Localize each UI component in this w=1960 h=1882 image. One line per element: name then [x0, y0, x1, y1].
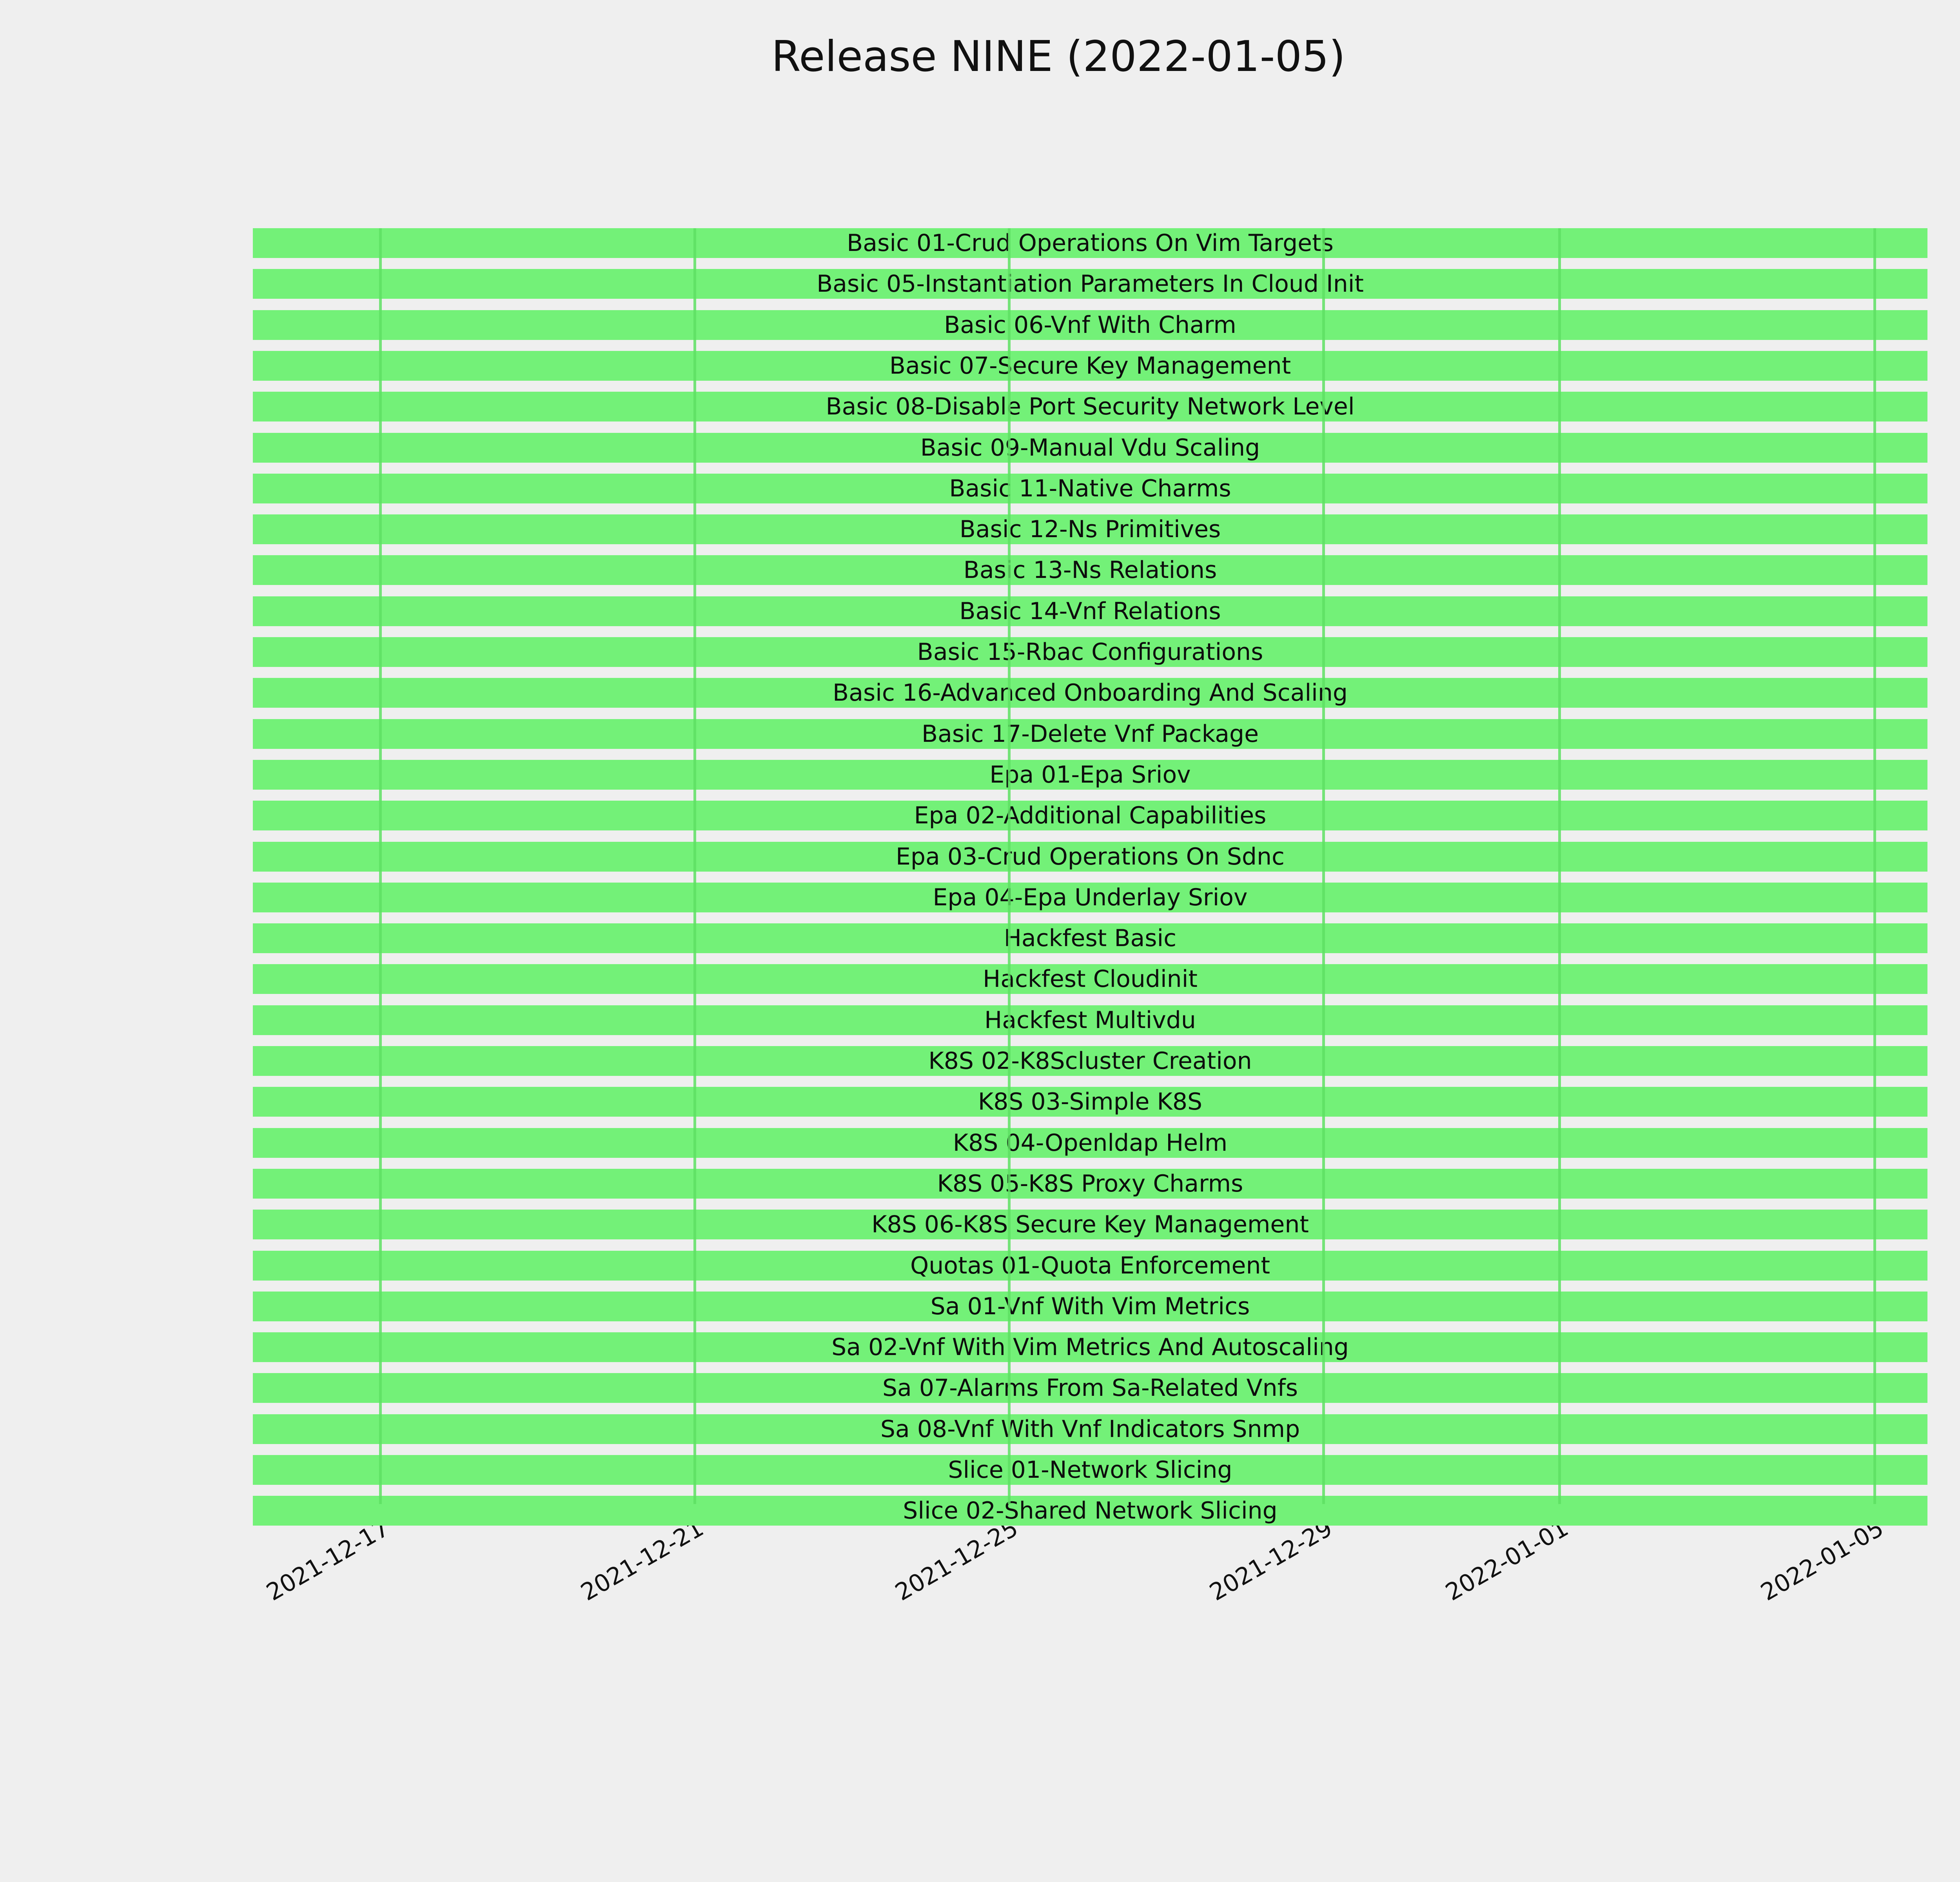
gantt-bar-row[interactable]: Sa 01-Vnf With Vim Metrics [253, 1291, 1927, 1321]
gantt-bar-row[interactable]: Slice 02-Shared Network Slicing [253, 1496, 1927, 1526]
gantt-bar-row[interactable]: Basic 01-Crud Operations On Vim Targets [253, 228, 1927, 258]
gantt-bar-row[interactable]: Basic 08-Disable Port Security Network L… [253, 392, 1927, 422]
gantt-bar-row[interactable]: Sa 08-Vnf With Vnf Indicators Snmp [253, 1414, 1927, 1444]
gantt-bar-row[interactable]: Epa 03-Crud Operations On Sdnc [253, 841, 1927, 872]
gantt-bar[interactable] [253, 310, 1927, 340]
x-axis-tick-label: 2022-01-01 [1441, 1514, 1573, 1606]
plot-area: Basic 01-Crud Operations On Vim Targets B… [253, 228, 1927, 1526]
gantt-bar[interactable] [253, 719, 1927, 749]
gantt-bar-row[interactable]: Hackfest Multivdu [253, 1005, 1927, 1035]
gantt-bar[interactable] [253, 1128, 1927, 1158]
x-axis: 2021-12-17 2021-12-21 2021-12-25 2021-12-29… [253, 1504, 1927, 1700]
gantt-bar-row[interactable]: Epa 01-Epa Sriov [253, 759, 1927, 790]
gantt-bar[interactable] [253, 759, 1927, 790]
gantt-bar-row[interactable]: Basic 12-Ns Primitives [253, 514, 1927, 545]
gantt-bar-row[interactable]: Basic 11-Native Charms [253, 473, 1927, 503]
x-axis-tick-label: 2021-12-29 [1205, 1514, 1337, 1606]
page-title: Release NINE (2022-01-05) [771, 32, 1346, 81]
gantt-bar[interactable] [253, 637, 1927, 667]
gantt-bar-row[interactable]: Basic 17-Delete Vnf Package [253, 719, 1927, 749]
gantt-bar-row[interactable]: Basic 16-Advanced Onboarding And Scaling [253, 678, 1927, 708]
x-axis-tick-label: 2022-01-05 [1756, 1514, 1888, 1606]
gantt-bar-row[interactable]: Slice 01-Network Slicing [253, 1455, 1927, 1485]
gantt-bar[interactable] [253, 1210, 1927, 1240]
gantt-bar-row[interactable]: Sa 02-Vnf With Vim Metrics And Autoscali… [253, 1332, 1927, 1362]
gantt-bar[interactable] [253, 1087, 1927, 1117]
gantt-bar[interactable] [253, 555, 1927, 585]
gantt-bar-row[interactable]: Hackfest Basic [253, 923, 1927, 954]
gantt-bar[interactable] [253, 473, 1927, 503]
gantt-bar[interactable] [253, 801, 1927, 831]
gantt-bar-row[interactable]: Epa 02-Additional Capabilities [253, 801, 1927, 831]
gantt-bar-row[interactable]: Sa 07-Alarms From Sa-Related Vnfs [253, 1373, 1927, 1403]
x-axis-tick-label: 2021-12-17 [262, 1514, 394, 1606]
gantt-bar-row[interactable]: Basic 15-Rbac Configurations [253, 637, 1927, 667]
gantt-bar[interactable] [253, 841, 1927, 872]
gantt-bar-row[interactable]: Basic 07-Secure Key Management [253, 351, 1927, 381]
gantt-bar[interactable] [253, 392, 1927, 422]
gantt-bar-row[interactable]: Basic 13-Ns Relations [253, 555, 1927, 585]
gantt-bar[interactable] [253, 964, 1927, 994]
gantt-bar[interactable] [253, 596, 1927, 626]
gantt-bar[interactable] [253, 1373, 1927, 1403]
gantt-bar-row[interactable]: Basic 05-Instantiation Parameters In Clo… [253, 269, 1927, 299]
x-axis-tick-label: 2021-12-21 [576, 1514, 708, 1606]
x-axis-tick-label: 2021-12-25 [891, 1514, 1023, 1606]
gantt-bar-row[interactable]: K8S 04-Openldap Helm [253, 1128, 1927, 1158]
gantt-bar[interactable] [253, 1414, 1927, 1444]
gantt-bar[interactable] [253, 1332, 1927, 1362]
gantt-bar[interactable] [253, 432, 1927, 463]
gantt-bar[interactable] [253, 1291, 1927, 1321]
gantt-bar-row[interactable]: Hackfest Cloudinit [253, 964, 1927, 994]
gantt-bar[interactable] [253, 1455, 1927, 1485]
gantt-bar[interactable] [253, 228, 1927, 258]
gantt-bar-row[interactable]: K8S 02-K8Scluster Creation [253, 1046, 1927, 1076]
gantt-bar[interactable] [253, 1005, 1927, 1035]
gantt-bar-row[interactable]: Epa 04-Epa Underlay Sriov [253, 882, 1927, 912]
gantt-bar[interactable] [253, 1046, 1927, 1076]
gantt-bar[interactable] [253, 1496, 1927, 1526]
gantt-bar[interactable] [253, 1168, 1927, 1199]
gantt-bar-row[interactable]: Basic 14-Vnf Relations [253, 596, 1927, 626]
gantt-bar[interactable] [253, 351, 1927, 381]
gantt-bar[interactable] [253, 269, 1927, 299]
gantt-bar-row[interactable]: K8S 03-Simple K8S [253, 1087, 1927, 1117]
gantt-bar-row[interactable]: K8S 06-K8S Secure Key Management [253, 1210, 1927, 1240]
gantt-bar-row[interactable]: Basic 09-Manual Vdu Scaling [253, 432, 1927, 463]
gantt-bar[interactable] [253, 514, 1927, 545]
gantt-bar[interactable] [253, 1250, 1927, 1281]
gantt-bar[interactable] [253, 678, 1927, 708]
gantt-bar-row[interactable]: K8S 05-K8S Proxy Charms [253, 1168, 1927, 1199]
gantt-bar[interactable] [253, 923, 1927, 954]
gantt-bar[interactable] [253, 882, 1927, 912]
gantt-bar-row[interactable]: Basic 06-Vnf With Charm [253, 310, 1927, 340]
gantt-bar-row[interactable]: Quotas 01-Quota Enforcement [253, 1250, 1927, 1281]
